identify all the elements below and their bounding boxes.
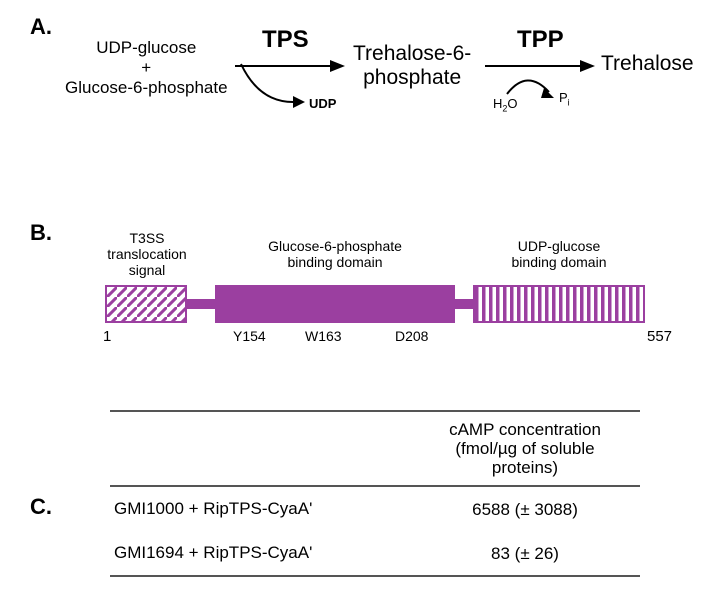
panel-c-label: C.: [30, 494, 52, 520]
intermediate-line1: Trehalose-6-: [353, 42, 471, 65]
d3-l2: binding domain: [512, 254, 607, 270]
domain2-box: [215, 285, 455, 323]
table-rule-bottom: [110, 575, 640, 577]
hdr-l3: proteins): [492, 458, 558, 477]
pi-i: i: [568, 98, 570, 108]
h2o-label: H2O: [493, 96, 518, 114]
table-header-row: cAMP concentration (fmol/µg of soluble p…: [110, 412, 640, 485]
d2-l2: binding domain: [288, 254, 383, 270]
residue-d208: D208: [395, 328, 428, 344]
hdr-l2: (fmol/µg of soluble: [455, 439, 594, 458]
domain3-box: [473, 285, 645, 323]
domain3-label: UDP-glucose binding domain: [489, 238, 629, 270]
intermediate-line2: phosphate: [363, 66, 461, 89]
enzyme-tps: TPS: [262, 26, 309, 54]
row2-value: 83 (± 26): [410, 536, 640, 571]
intermediate: Trehalose-6- phosphate: [353, 42, 471, 90]
table-row: GMI1694 + RipTPS-CyaA' 83 (± 26): [110, 531, 640, 575]
residue-y154: Y154: [233, 328, 266, 344]
panel-a-label: A.: [30, 14, 52, 40]
pos-start: 1: [103, 328, 111, 345]
d1-l1: T3SS: [129, 230, 164, 246]
udp-label: UDP: [309, 96, 336, 111]
d3-l1: UDP-glucose: [518, 238, 600, 254]
d1-l3: signal: [129, 262, 166, 278]
pi-p: P: [559, 90, 568, 105]
enzyme-tpp: TPP: [517, 26, 564, 54]
curve-arrow-udp: [239, 62, 319, 112]
domain1-label: T3SS translocation signal: [95, 230, 199, 278]
domain1-box: [105, 285, 187, 323]
substrate-udp-glucose: UDP-glucose: [65, 38, 228, 58]
pos-end: 557: [647, 328, 672, 345]
h2o-h: H: [493, 96, 502, 111]
camp-table: cAMP concentration (fmol/µg of soluble p…: [110, 410, 640, 577]
header-empty: [110, 437, 410, 461]
domain2-label: Glucose-6-phosphate binding domain: [255, 238, 415, 270]
h2o-o: O: [507, 96, 517, 111]
pathway-diagram: UDP-glucose + Glucose-6-phosphate TPS UD…: [65, 28, 685, 138]
header-camp: cAMP concentration (fmol/µg of soluble p…: [410, 412, 640, 485]
pi-label: Pi: [559, 90, 570, 108]
protein-domain-diagram: T3SS translocation signal Glucose-6-phos…: [105, 230, 645, 370]
row1-label: GMI1000 + RipTPS-CyaA': [110, 487, 410, 531]
row1-value: 6588 (± 3088): [410, 492, 640, 527]
table-row: GMI1000 + RipTPS-CyaA' 6588 (± 3088): [110, 487, 640, 531]
panel-b-label: B.: [30, 220, 52, 246]
final-product: Trehalose: [601, 52, 694, 76]
connector2: [455, 299, 473, 309]
plus-sign: +: [65, 58, 228, 78]
d1-l2: translocation: [107, 246, 186, 262]
substrate-block: UDP-glucose + Glucose-6-phosphate: [65, 38, 228, 98]
residue-w163: W163: [305, 328, 342, 344]
substrate-g6p: Glucose-6-phosphate: [65, 78, 228, 98]
row2-label: GMI1694 + RipTPS-CyaA': [110, 531, 410, 575]
connector1: [187, 299, 215, 309]
hdr-l1: cAMP concentration: [449, 420, 601, 439]
d2-l1: Glucose-6-phosphate: [268, 238, 402, 254]
